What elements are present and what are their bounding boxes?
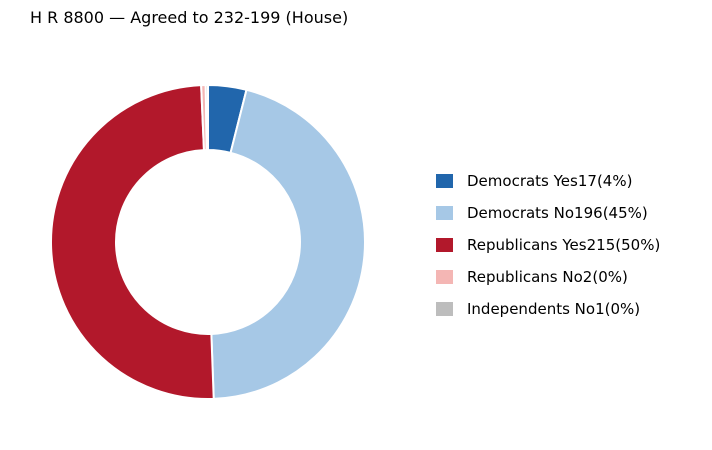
legend-value: 1 [595,300,605,318]
legend-swatch [436,302,453,316]
legend-percent: (0%) [592,268,628,286]
legend-label: Democrats No [467,204,575,222]
legend-label: Independents No [467,300,596,318]
legend-item-democrats-yes: Democrats Yes 17 (4%) [436,165,660,197]
legend-item-republicans-no: Republicans No 2 (0%) [436,261,660,293]
legend-percent: (0%) [604,300,641,318]
legend-label: Democrats Yes [467,172,578,190]
legend-value: 17 [577,172,597,190]
legend-swatch [436,206,453,220]
legend-percent: (50%) [615,236,661,254]
legend-item-independents-no: Independents No 1 (0%) [436,293,660,325]
chart-title: H R 8800 — Agreed to 232-199 (House) [30,8,349,27]
legend-value: 2 [582,268,593,286]
legend-percent: (45%) [602,204,648,222]
legend-label: Republicans No [467,268,583,286]
legend-swatch [436,270,453,284]
legend: Democrats Yes 17 (4%) Democrats No 196 (4… [436,165,660,325]
donut-slice-republicans-yes [50,84,215,400]
legend-value: 215 [586,236,616,254]
donut-slice-democrats-no [210,88,366,400]
donut-slice-independents-no [204,84,209,152]
legend-label: Republicans Yes [467,236,587,254]
legend-swatch [436,174,453,188]
legend-item-republicans-yes: Republicans Yes 215 (50%) [436,229,660,261]
legend-item-democrats-no: Democrats No 196 (45%) [436,197,660,229]
legend-percent: (4%) [596,172,633,190]
legend-value: 196 [574,204,603,222]
legend-swatch [436,238,453,252]
